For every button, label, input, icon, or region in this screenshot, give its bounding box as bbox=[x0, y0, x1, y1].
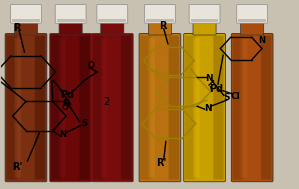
FancyBboxPatch shape bbox=[50, 33, 91, 182]
Text: Pd: Pd bbox=[209, 84, 224, 94]
FancyBboxPatch shape bbox=[193, 21, 216, 35]
FancyBboxPatch shape bbox=[233, 36, 243, 180]
FancyBboxPatch shape bbox=[59, 21, 82, 35]
FancyBboxPatch shape bbox=[5, 33, 47, 182]
FancyBboxPatch shape bbox=[51, 36, 62, 180]
FancyBboxPatch shape bbox=[101, 21, 124, 35]
FancyBboxPatch shape bbox=[231, 33, 273, 182]
FancyBboxPatch shape bbox=[261, 36, 271, 180]
FancyBboxPatch shape bbox=[193, 38, 200, 177]
FancyBboxPatch shape bbox=[91, 33, 133, 182]
Text: 2: 2 bbox=[103, 97, 109, 107]
FancyBboxPatch shape bbox=[80, 36, 90, 180]
Bar bbox=[146, 19, 174, 22]
Text: O: O bbox=[88, 61, 95, 70]
Text: S: S bbox=[81, 119, 87, 128]
Bar bbox=[57, 19, 85, 22]
FancyBboxPatch shape bbox=[184, 33, 225, 182]
FancyBboxPatch shape bbox=[144, 5, 175, 23]
Text: N: N bbox=[60, 130, 67, 139]
FancyBboxPatch shape bbox=[93, 36, 103, 180]
FancyBboxPatch shape bbox=[59, 38, 66, 177]
Text: R: R bbox=[13, 23, 21, 33]
FancyBboxPatch shape bbox=[241, 38, 247, 177]
FancyBboxPatch shape bbox=[213, 36, 224, 180]
Text: N: N bbox=[204, 104, 211, 113]
Text: N: N bbox=[63, 99, 70, 108]
FancyBboxPatch shape bbox=[141, 36, 151, 180]
Text: R': R' bbox=[156, 158, 167, 168]
FancyBboxPatch shape bbox=[185, 36, 195, 180]
FancyBboxPatch shape bbox=[169, 36, 179, 180]
FancyBboxPatch shape bbox=[139, 33, 181, 182]
FancyBboxPatch shape bbox=[14, 21, 37, 35]
FancyBboxPatch shape bbox=[101, 38, 107, 177]
Text: Pd: Pd bbox=[61, 90, 75, 99]
Text: R': R' bbox=[12, 162, 22, 172]
FancyBboxPatch shape bbox=[149, 38, 155, 177]
FancyBboxPatch shape bbox=[189, 5, 220, 23]
FancyBboxPatch shape bbox=[10, 5, 41, 23]
FancyBboxPatch shape bbox=[121, 36, 131, 180]
Text: N: N bbox=[205, 74, 213, 83]
Bar bbox=[98, 19, 126, 22]
FancyBboxPatch shape bbox=[97, 5, 128, 23]
Text: O: O bbox=[61, 103, 68, 112]
Text: Cl: Cl bbox=[231, 92, 241, 101]
Text: N: N bbox=[259, 36, 266, 45]
Bar bbox=[191, 19, 219, 22]
Text: S: S bbox=[224, 93, 230, 102]
Bar bbox=[238, 19, 266, 22]
FancyBboxPatch shape bbox=[148, 21, 171, 35]
FancyBboxPatch shape bbox=[35, 36, 45, 180]
FancyBboxPatch shape bbox=[15, 38, 21, 177]
FancyBboxPatch shape bbox=[7, 36, 17, 180]
FancyBboxPatch shape bbox=[237, 5, 268, 23]
FancyBboxPatch shape bbox=[241, 21, 264, 35]
FancyBboxPatch shape bbox=[55, 5, 86, 23]
Bar bbox=[12, 19, 40, 22]
Text: R: R bbox=[159, 21, 167, 31]
